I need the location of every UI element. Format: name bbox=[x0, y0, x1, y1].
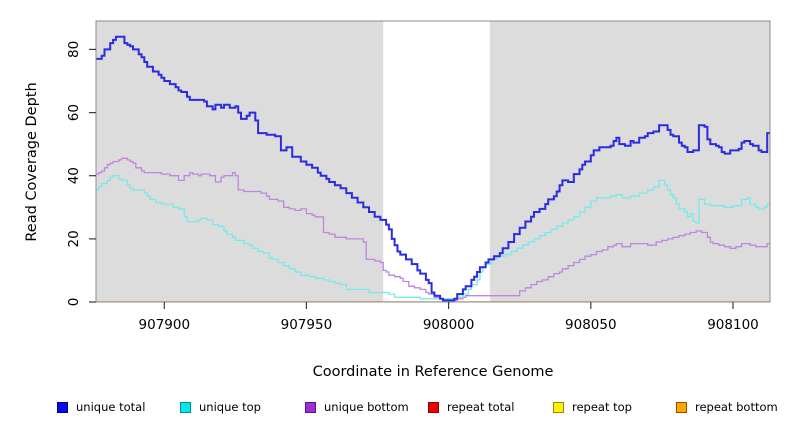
legend-label: repeat top bbox=[572, 400, 632, 414]
legend-item-repeat-top: repeat top bbox=[553, 398, 632, 416]
legend-label: unique bottom bbox=[324, 400, 409, 414]
legend: unique total unique top unique bottom repea… bbox=[0, 398, 792, 418]
legend-swatch-repeat-bottom bbox=[676, 401, 687, 413]
y-tick-label: 60 bbox=[66, 104, 82, 121]
series-lines bbox=[96, 35, 770, 302]
y-tick-label: 20 bbox=[66, 230, 82, 247]
y-axis-title: Read Coverage Depth bbox=[24, 82, 40, 241]
legend-item-unique-top: unique top bbox=[180, 398, 261, 416]
y-tick-label: 80 bbox=[66, 41, 82, 58]
unique-total-line bbox=[96, 35, 770, 302]
legend-label: repeat total bbox=[447, 400, 515, 414]
legend-swatch-unique-top bbox=[180, 401, 191, 413]
x-axis-title: Coordinate in Reference Genome bbox=[313, 364, 554, 380]
y-tick-label: 0 bbox=[66, 298, 82, 307]
legend-item-unique-bottom: unique bottom bbox=[305, 398, 409, 416]
legend-item-unique-total: unique total bbox=[57, 398, 145, 416]
y-tick-label: 40 bbox=[66, 167, 82, 184]
legend-swatch-repeat-total bbox=[428, 401, 439, 413]
unique-bottom-line bbox=[96, 157, 770, 302]
legend-label: repeat bottom bbox=[695, 400, 778, 414]
x-tick-label: 907950 bbox=[281, 317, 333, 333]
legend-label: unique top bbox=[199, 400, 261, 414]
axes: 907900 907950 908000 908050 908100 0 20 40 60 80 bbox=[66, 41, 759, 333]
plot-border bbox=[95, 20, 771, 303]
legend-swatch-unique-total bbox=[57, 401, 68, 413]
uncovered-region-band bbox=[383, 21, 490, 302]
legend-item-repeat-total: repeat total bbox=[428, 398, 514, 416]
x-tick-label: 908100 bbox=[707, 317, 759, 333]
legend-swatch-repeat-top bbox=[553, 401, 564, 413]
plot-area bbox=[95, 20, 771, 303]
legend-item-repeat-bottom: repeat bottom bbox=[676, 398, 778, 416]
x-tick-label: 908000 bbox=[423, 317, 475, 333]
legend-swatch-unique-bottom bbox=[305, 401, 316, 413]
legend-label: unique total bbox=[76, 400, 146, 414]
x-tick-label: 907900 bbox=[139, 317, 191, 333]
x-tick-label: 908050 bbox=[565, 317, 617, 333]
coverage-chart: 907900 907950 908000 908050 908100020406080 … bbox=[24, 20, 771, 380]
